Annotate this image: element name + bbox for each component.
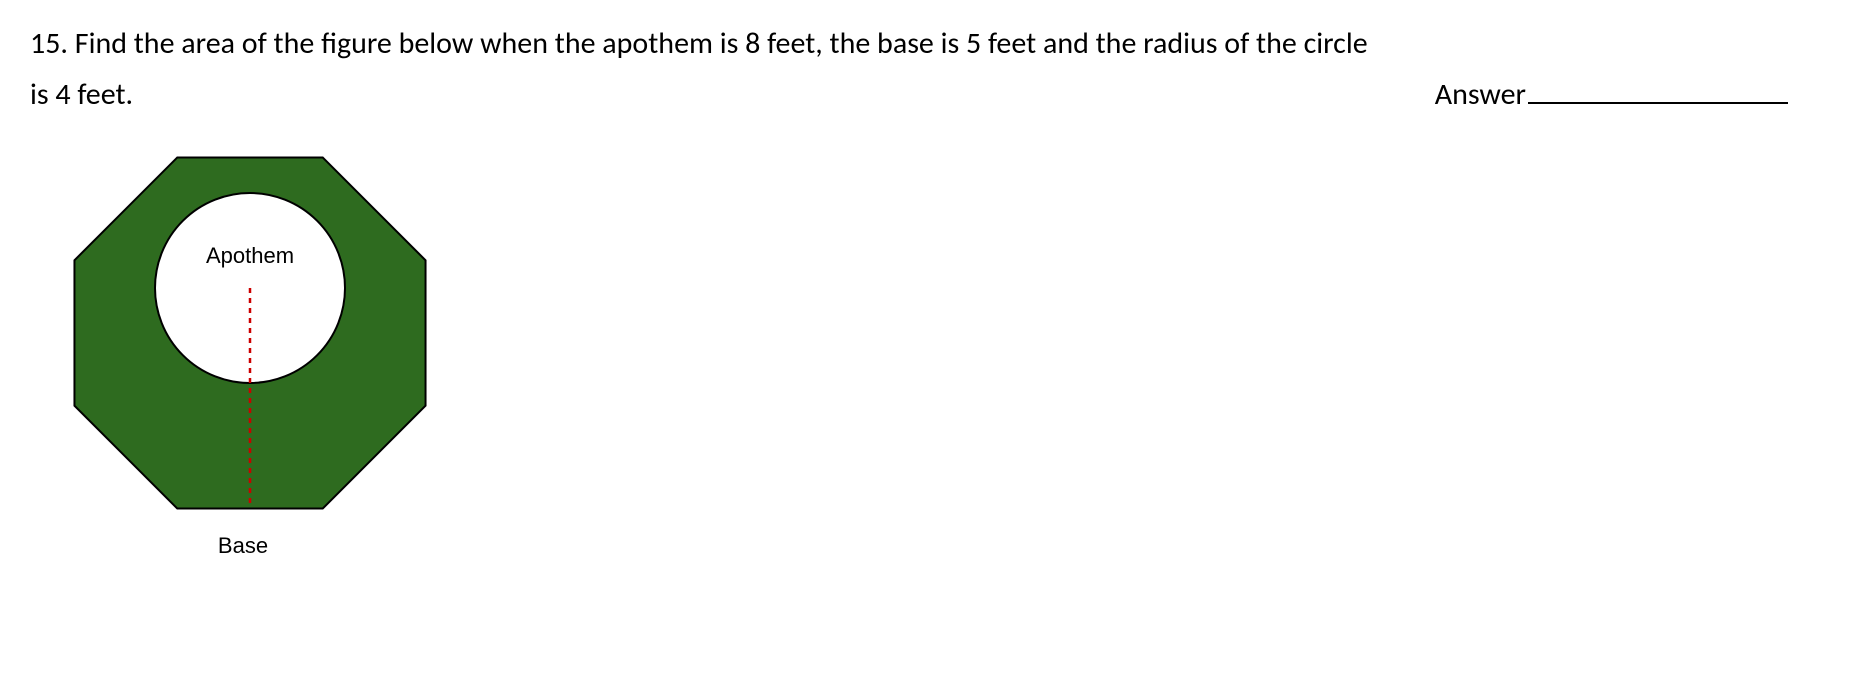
question-text-2: is 4 feet.	[30, 76, 133, 113]
question-number: 15.	[30, 25, 68, 62]
question-line-1: 15. Find the area of the figure below wh…	[30, 20, 1828, 68]
apothem-label: Apothem	[206, 243, 294, 268]
base-label: Base	[218, 533, 268, 558]
question-text-1: Find the area of the figure below when t…	[75, 25, 1368, 62]
answer-label: Answer	[1435, 76, 1526, 113]
figure-container: Apothem Base	[50, 133, 1828, 573]
answer-blank[interactable]	[1528, 80, 1788, 104]
question-line-2: is 4 feet. Answer	[30, 76, 1828, 113]
octagon-circle-figure: Apothem Base	[50, 133, 470, 573]
answer-section: Answer	[1435, 76, 1788, 113]
